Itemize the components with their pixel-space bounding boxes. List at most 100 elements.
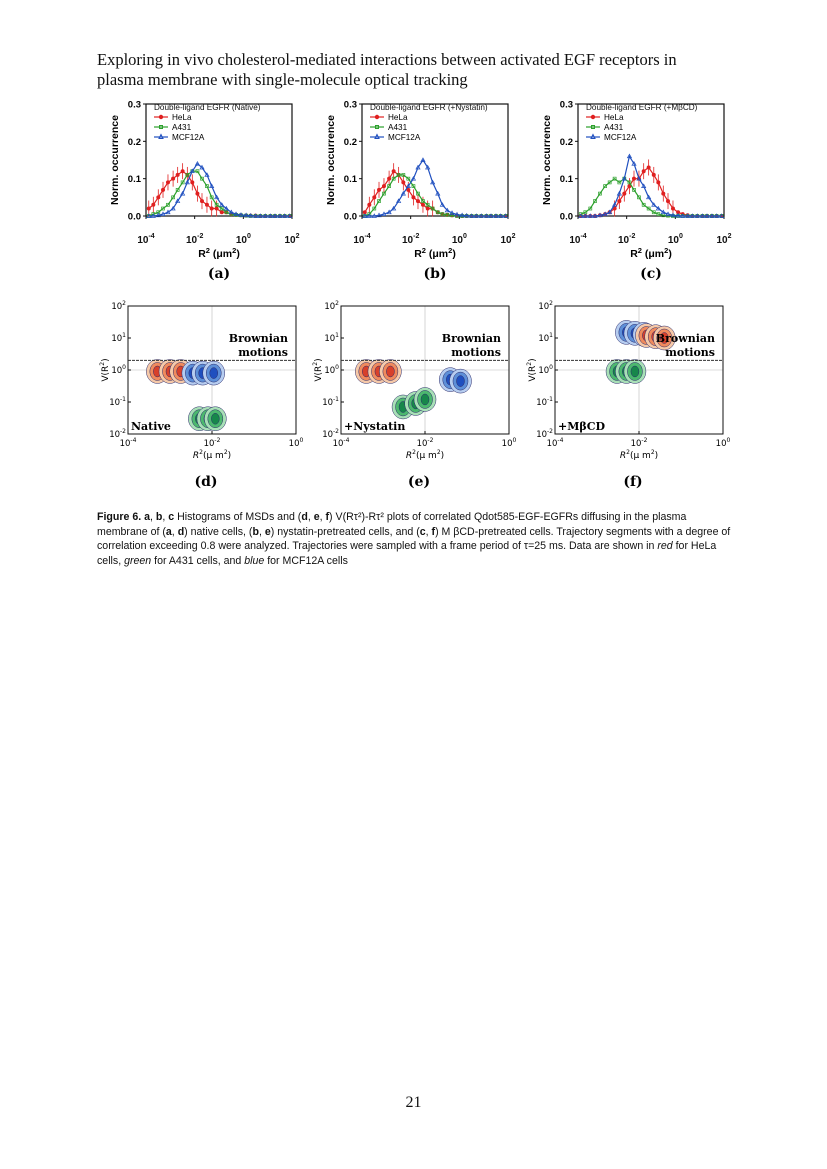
point-mcf12a	[146, 213, 152, 218]
point-mcf12a	[189, 168, 195, 174]
point-mcf12a	[415, 164, 421, 170]
caption-sep: ,	[307, 511, 314, 523]
x-axis-label-part: 2	[422, 246, 426, 255]
x-axis-label-part: 2	[437, 449, 441, 456]
point-hela	[214, 206, 219, 211]
x-tick-label-exp: -4	[148, 233, 154, 240]
x-axis-label-part: (μm	[210, 248, 232, 260]
point-hela	[372, 195, 377, 200]
point-a431	[612, 176, 617, 181]
y-tick-base: 10	[111, 366, 122, 376]
point-a431	[637, 195, 641, 200]
point-mcf12a	[184, 179, 190, 185]
point-mcf12a	[405, 183, 411, 188]
contour-inner	[456, 375, 465, 387]
y-tick-label: 0.2	[344, 137, 357, 148]
legend-marker	[158, 114, 164, 120]
point-a431	[440, 212, 445, 216]
x-axis-label-part: 2	[638, 246, 642, 255]
point-hela	[420, 202, 425, 207]
point-mcf12a	[381, 211, 387, 216]
x-tick-label-exp: -4	[580, 233, 586, 240]
point-mcf12a	[685, 213, 691, 218]
point-a431	[603, 184, 607, 188]
series-line-hela	[148, 170, 290, 217]
x-axis-label-part: R	[414, 248, 422, 260]
y-axis-label-part: 2	[312, 362, 319, 366]
x-axis-label: R2(μ m2)	[193, 449, 231, 461]
x-axis-label-part: (μ m	[416, 451, 437, 461]
y-tick-label: 100	[324, 364, 339, 376]
histogram-row: 0.3 0.2 0.1 0.0 10-4 10-2 100 102 Norm. occurren…	[0, 96, 827, 286]
x-tick-label: 10-2	[618, 233, 635, 246]
y-tick-exp: -2	[333, 428, 339, 435]
series-line-mcf12a	[148, 162, 290, 217]
caption-text: for HeLa cells,	[97, 540, 717, 567]
x-tick-label-base: 10	[618, 235, 630, 246]
y-axis-label-part: V(R	[314, 366, 324, 382]
y-tick-exp: -1	[547, 396, 553, 403]
x-tick-label: 100	[452, 233, 467, 246]
point-mcf12a	[435, 190, 441, 196]
point-a431	[406, 176, 411, 181]
point-a431	[578, 212, 583, 216]
y-tick-label: 0.1	[560, 174, 574, 185]
legend-label-mcf12a: MCF12A	[604, 133, 637, 142]
point-a431	[209, 195, 214, 200]
density-blob-a431	[413, 387, 437, 412]
point-hela	[617, 199, 622, 204]
point-a431	[450, 213, 454, 218]
y-axis-label: Norm. occurrence	[325, 115, 337, 205]
point-mcf12a	[651, 202, 657, 207]
point-mcf12a	[420, 157, 426, 162]
point-hela	[719, 214, 724, 218]
legend-marker	[158, 133, 164, 139]
x-tick-label-base: 10	[236, 235, 248, 246]
caption-text: ) V(Rτ²)-Rτ² plots of correlated Qdot585…	[97, 511, 687, 538]
point-hela	[190, 180, 195, 185]
x-tick-label-base: 10	[137, 235, 149, 246]
x-tick-label: 10-4	[333, 437, 350, 449]
point-mcf12a	[660, 209, 666, 215]
point-a431	[387, 184, 391, 188]
y-tick-base: 10	[538, 302, 549, 312]
point-a431	[175, 188, 180, 192]
point-mcf12a	[376, 212, 382, 218]
x-axis-label: R2 (μm2)	[198, 246, 240, 260]
caption-bold-a: a	[165, 525, 172, 538]
y-tick-label: 0.1	[344, 174, 358, 185]
x-tick-base: 10	[716, 439, 727, 449]
brownian-label-line1: Brownian	[656, 332, 715, 345]
legend-label-a431: A431	[172, 123, 192, 132]
plot-frame	[577, 103, 725, 217]
y-tick-base: 10	[111, 302, 122, 312]
point-hela	[195, 191, 200, 196]
point-mcf12a	[257, 213, 263, 218]
y-tick-label: 0.0	[560, 212, 573, 223]
caption-bold-a: a	[141, 511, 150, 523]
caption-text: for MCF12A cells	[264, 554, 348, 567]
point-mcf12a	[371, 213, 377, 218]
y-tick-base: 10	[324, 334, 335, 344]
point-mcf12a	[607, 209, 613, 215]
point-mcf12a	[160, 211, 166, 216]
x-axis-label-part: R	[193, 451, 199, 461]
density-blob-a431	[623, 359, 647, 384]
point-mcf12a	[366, 213, 372, 218]
point-mcf12a	[386, 209, 392, 215]
point-mcf12a	[626, 153, 633, 159]
header-line-1: Exploring in vivo cholesterol-mediated i…	[97, 50, 677, 69]
point-hela	[666, 199, 671, 204]
x-axis-label-part: 2	[448, 246, 452, 255]
y-axis-label-part: 2	[526, 362, 533, 366]
point-hela	[646, 165, 651, 170]
panel-label: (c)	[640, 266, 662, 282]
x-axis-label-part: R	[620, 451, 626, 461]
caption-bold-e: e	[313, 511, 320, 523]
point-a431	[161, 206, 165, 211]
x-tick-exp: 0	[300, 437, 304, 444]
point-a431	[411, 184, 416, 188]
x-tick-label-base: 10	[284, 235, 296, 246]
